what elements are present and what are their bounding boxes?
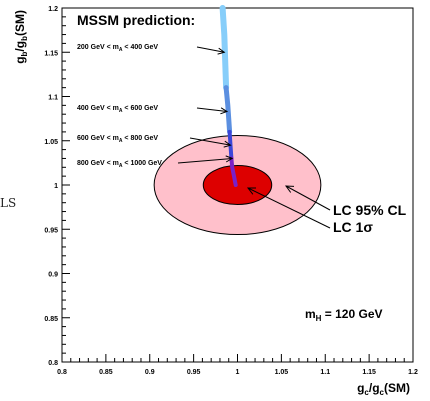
annotation-arrowhead [223, 140, 232, 148]
y-axis-label-text: (SM) [13, 10, 27, 36]
x-tick-label: 1.1 [320, 369, 330, 376]
mass-range-sub: A [119, 108, 123, 114]
y-axis-label-text: g [13, 56, 27, 63]
annotation-arrowhead [217, 47, 226, 55]
mass-label-sub: H [316, 314, 322, 323]
x-axis-label-sub: c [364, 388, 369, 397]
annotation-arrowhead [225, 155, 234, 163]
mass-range-text: 200 GeV < m [77, 44, 119, 51]
annotation-arrow [189, 137, 231, 146]
mass-range-label: 800 GeV < mA < 1000 GeV [77, 160, 162, 169]
x-tick-label: 1.05 [275, 369, 289, 376]
x-axis-label-text: /g [369, 381, 380, 395]
mass-range-text: 600 GeV < m [77, 135, 119, 142]
x-tick-label: 0.95 [187, 369, 201, 376]
x-tick-label: 0.85 [99, 369, 113, 376]
arrow-95cl-head [284, 185, 295, 193]
y-axis-label-sub: b [20, 36, 29, 41]
y-tick-label: 1.2 [48, 6, 58, 13]
mass-range-label: 400 GeV < mA < 600 GeV [77, 105, 158, 114]
mass-range-label: 600 GeV < mA < 800 GeV [77, 135, 158, 144]
y-tick-label: 1.1 [48, 95, 58, 102]
arrow-1sigma [247, 187, 331, 229]
prediction-series-2 [223, 85, 233, 135]
x-axis-label: gc/gc(SM) [357, 381, 410, 397]
y-axis-label: gb/gb(SM) [13, 10, 29, 64]
mass-range-sub: A [119, 138, 123, 144]
annotation-layer: MSSM prediction:200 GeV < mA < 400 GeV40… [13, 10, 410, 397]
y-tick-label: 0.9 [48, 272, 58, 279]
mass-range-text: 800 GeV < m [77, 160, 119, 167]
mass-range-text: < 400 GeV [122, 44, 158, 51]
x-axis-label-text: (SM) [384, 381, 410, 395]
annotation-arrow [196, 107, 228, 113]
y-axis-label-sub: b [20, 51, 29, 56]
y-axis-label-text: /g [13, 41, 27, 52]
arrow-1sigma-head [246, 187, 256, 195]
mass-label-text: = 120 GeV [321, 307, 382, 321]
prediction-series-1 [219, 5, 230, 91]
x-tick-label: 1.2 [408, 369, 418, 376]
mass-range-text: < 800 GeV [122, 135, 158, 142]
mass-range-text: 400 GeV < m [77, 105, 119, 112]
y-tick-label: 1.05 [44, 139, 58, 146]
y-tick-label: 1.15 [44, 50, 58, 57]
annotation-arrow [196, 46, 225, 53]
mass-range-sub: A [119, 47, 123, 53]
y-tick-label: 1 [54, 183, 58, 190]
x-axis-label-text: g [357, 381, 364, 395]
ticks-layer: 0.8 0.85 0.9 0.95 1 1.05 1.1 1.15 1.2 0.8 0.85 0.9 0… [44, 6, 418, 376]
side-note-text: LS [0, 196, 17, 210]
prediction-series-4 [229, 156, 238, 187]
mass-range-text: < 600 GeV [122, 105, 158, 112]
x-tick-label: 1 [236, 369, 240, 376]
mass-range-text: < 1000 GeV [122, 160, 162, 167]
x-tick-label: 0.9 [145, 369, 155, 376]
annotation-arrowhead [220, 107, 229, 115]
x-tick-label: 1.15 [362, 369, 376, 376]
y-tick-label: 0.8 [48, 360, 58, 367]
y-tick-label: 0.85 [44, 316, 58, 323]
x-axis-label-sub: c [380, 388, 385, 397]
x-tick-label: 0.8 [57, 369, 67, 376]
chart-title: MSSM prediction: [77, 12, 195, 28]
annotation-arrow [177, 157, 233, 164]
y-tick-label: 0.95 [44, 227, 58, 234]
higgs-mass-label: mH = 120 GeV [305, 307, 383, 323]
mass-range-label: 200 GeV < mA < 400 GeV [77, 44, 158, 53]
arrow-95cl [285, 185, 331, 211]
mass-range-sub: A [119, 163, 123, 169]
mass-label-text: m [305, 307, 316, 321]
label-95cl: LC 95% CL [333, 202, 407, 218]
label-1sigma: LC 1σ [333, 219, 373, 235]
